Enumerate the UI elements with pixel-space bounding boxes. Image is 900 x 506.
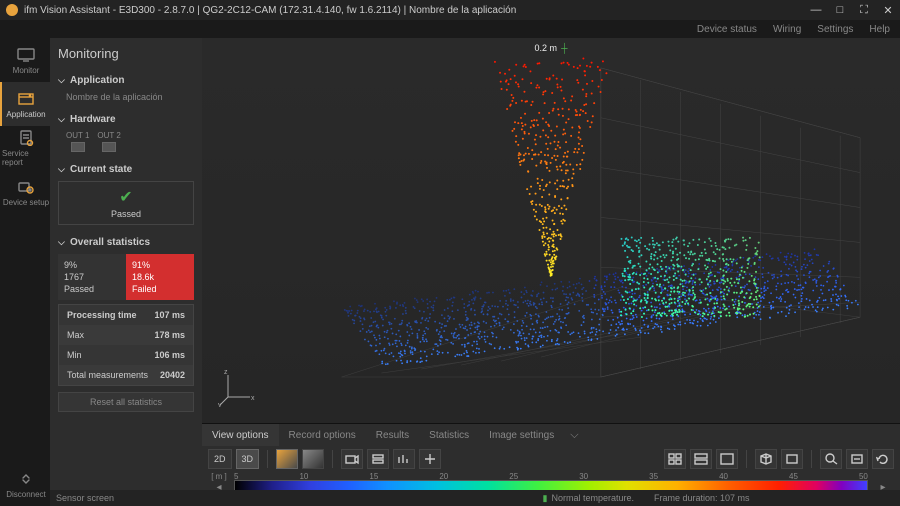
cube-button[interactable] [755,449,777,469]
rail-device-setup[interactable]: Device setup [0,170,50,214]
pointcloud-render [202,38,900,417]
rail-disconnect-label: Disconnect [6,490,46,499]
layers-button[interactable] [367,449,389,469]
view-3d-button[interactable]: 3D [236,449,260,469]
status-sensor: Sensor screen [56,493,114,503]
panel-title: Monitoring [58,46,194,61]
tab-results[interactable]: Results [366,424,419,446]
chart-button[interactable] [393,449,415,469]
tab-statistics[interactable]: Statistics [419,424,479,446]
box-button[interactable] [781,449,803,469]
section-application-header[interactable]: Application [58,75,194,86]
status-temperature: ▮Normal temperature. [543,493,634,504]
zoom-button[interactable] [820,449,842,469]
viewport: 0.2 m ┼ [202,38,900,506]
table-row: Min 106 ms [59,345,193,365]
ruler-ticks-top: 5101520253035404550 [234,472,868,480]
svg-text:x: x [251,395,255,402]
out2-indicator [102,142,116,152]
section-current-state-header[interactable]: Current state [58,164,194,175]
svg-text:z: z [224,369,228,376]
check-icon: ✔ [119,187,132,207]
current-state-label: Passed [111,209,141,219]
hardware-out1: OUT 1 [66,131,89,152]
axes-gizmo: z x y [218,367,258,407]
single-view-button[interactable] [716,449,738,469]
table-row: Total measurements 20402 [59,365,193,385]
side-panel: Monitoring Application Nombre de la apli… [50,38,202,506]
disconnect-icon [17,470,35,488]
svg-text:y: y [218,402,222,407]
rail-service-report-label: Service report [2,149,50,167]
reset-statistics-button[interactable]: Reset all statistics [58,392,194,412]
rail-device-setup-label: Device setup [3,198,49,207]
rail-monitor[interactable]: Monitor [0,38,50,82]
device-setup-icon [17,178,35,196]
tab-record-options[interactable]: Record options [279,424,366,446]
grid-view-button[interactable] [664,449,686,469]
hardware-out2: OUT 2 [97,131,120,152]
minimize-button[interactable]: — [810,4,822,16]
ruler-top-unit: [ m ] [211,472,227,481]
rail-disconnect[interactable]: Disconnect [0,462,50,506]
rail-service-report[interactable]: Service report [0,126,50,170]
title-bar: ifm Vision Assistant - E3D300 - 2.8.7.0 … [0,0,900,20]
app-logo-icon [6,4,18,16]
tab-expand[interactable]: ⌵ [564,424,584,446]
section-hardware-header[interactable]: Hardware [58,114,194,125]
fit-button[interactable] [846,449,868,469]
fullscreen-button[interactable]: ⛶ [858,4,870,16]
rail-application[interactable]: Application [0,82,50,126]
application-icon [17,90,35,108]
camera-button[interactable] [341,449,363,469]
section-overall-header[interactable]: Overall statistics [58,237,194,248]
tab-view-options[interactable]: View options [202,424,279,446]
table-row: Max 178 ms [59,325,193,345]
3d-canvas[interactable]: 0.2 m ┼ [202,38,900,423]
processing-table: Processing time 107 ms Max 178 ms Min 10… [58,304,194,386]
status-frame-duration: Frame duration: 107 ms [654,493,814,503]
nav-rail: Monitor Application Service report Devic… [0,38,50,506]
maximize-button[interactable]: □ [834,4,846,16]
service-report-icon [17,129,35,147]
tab-image-settings[interactable]: Image settings [479,424,564,446]
out1-indicator [71,142,85,152]
menu-device-status[interactable]: Device status [697,24,757,35]
application-name: Nombre de la aplicación [66,92,194,102]
menu-help[interactable]: Help [869,24,890,35]
top-menu: Device status Wiring Settings Help [0,20,900,38]
close-button[interactable]: ✕ [882,4,894,16]
color-mode-a-button[interactable] [276,449,298,469]
monitor-icon [17,46,35,64]
control-tabs: View options Record options Results Stat… [202,424,900,446]
stat-failed: 91% 18.6k Failed [126,254,194,300]
stat-passed: 9% 1767 Passed [58,254,126,300]
rail-monitor-label: Monitor [13,66,40,75]
table-row: Processing time 107 ms [59,305,193,325]
split-h-button[interactable] [690,449,712,469]
overall-stats-grid: 9% 1767 Passed 91% 18.6k Failed [58,254,194,300]
menu-settings[interactable]: Settings [817,24,853,35]
view-2d-button[interactable]: 2D [208,449,232,469]
reset-view-button[interactable] [872,449,894,469]
current-state-box: ✔ Passed [58,181,194,225]
color-mode-b-button[interactable] [302,449,324,469]
view-toolbar: 2D 3D [202,446,900,472]
menu-wiring[interactable]: Wiring [773,24,801,35]
crosshair-button[interactable] [419,449,441,469]
window-title: ifm Vision Assistant - E3D300 - 2.8.7.0 … [24,5,810,16]
status-bar: Sensor screen ▮Normal temperature. Frame… [50,490,900,506]
rail-application-label: Application [6,110,45,119]
